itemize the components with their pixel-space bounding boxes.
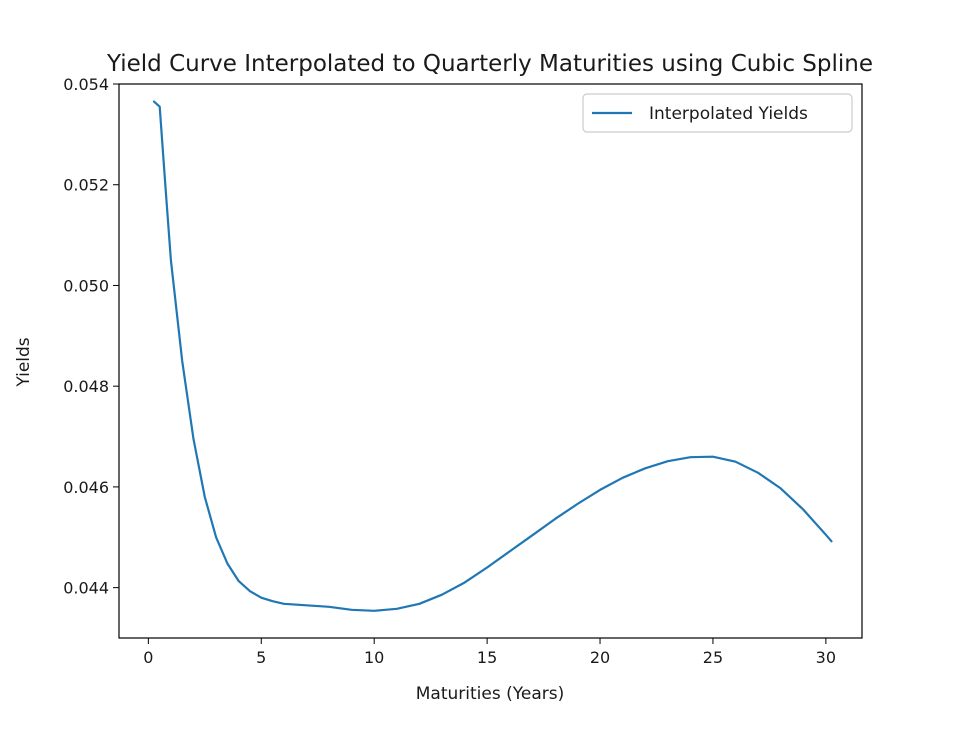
chart-title: Yield Curve Interpolated to Quarterly Ma… [106,51,873,77]
y-tick-label: 0.046 [63,478,109,497]
legend-label-interpolated-yields: Interpolated Yields [649,104,808,124]
legend-box [582,93,853,133]
x-tick-label: 5 [256,648,266,667]
y-tick-label: 0.054 [63,75,109,94]
legend: Interpolated Yields [582,93,853,133]
plot-area: 0 5 10 15 20 25 30 0.044 0.046 0.048 0.050 0.052 0.0… [63,75,863,667]
y-tick-label: 0.050 [63,276,109,295]
x-tick-label: 25 [703,648,723,667]
x-tick-label: 30 [816,648,836,667]
axes-frame [118,83,863,639]
y-tick-label: 0.052 [63,176,109,195]
y-tick-label: 0.044 [63,579,109,598]
x-tick-label: 10 [364,648,384,667]
x-tick-label: 0 [143,648,153,667]
x-axis-label: Maturities (Years) [416,684,564,704]
series-line-0 [152,100,833,612]
x-tick-label: 15 [477,648,497,667]
x-tick-label: 20 [590,648,610,667]
y-tick-label: 0.048 [63,377,109,396]
y-axis-label: Yields [14,337,34,387]
